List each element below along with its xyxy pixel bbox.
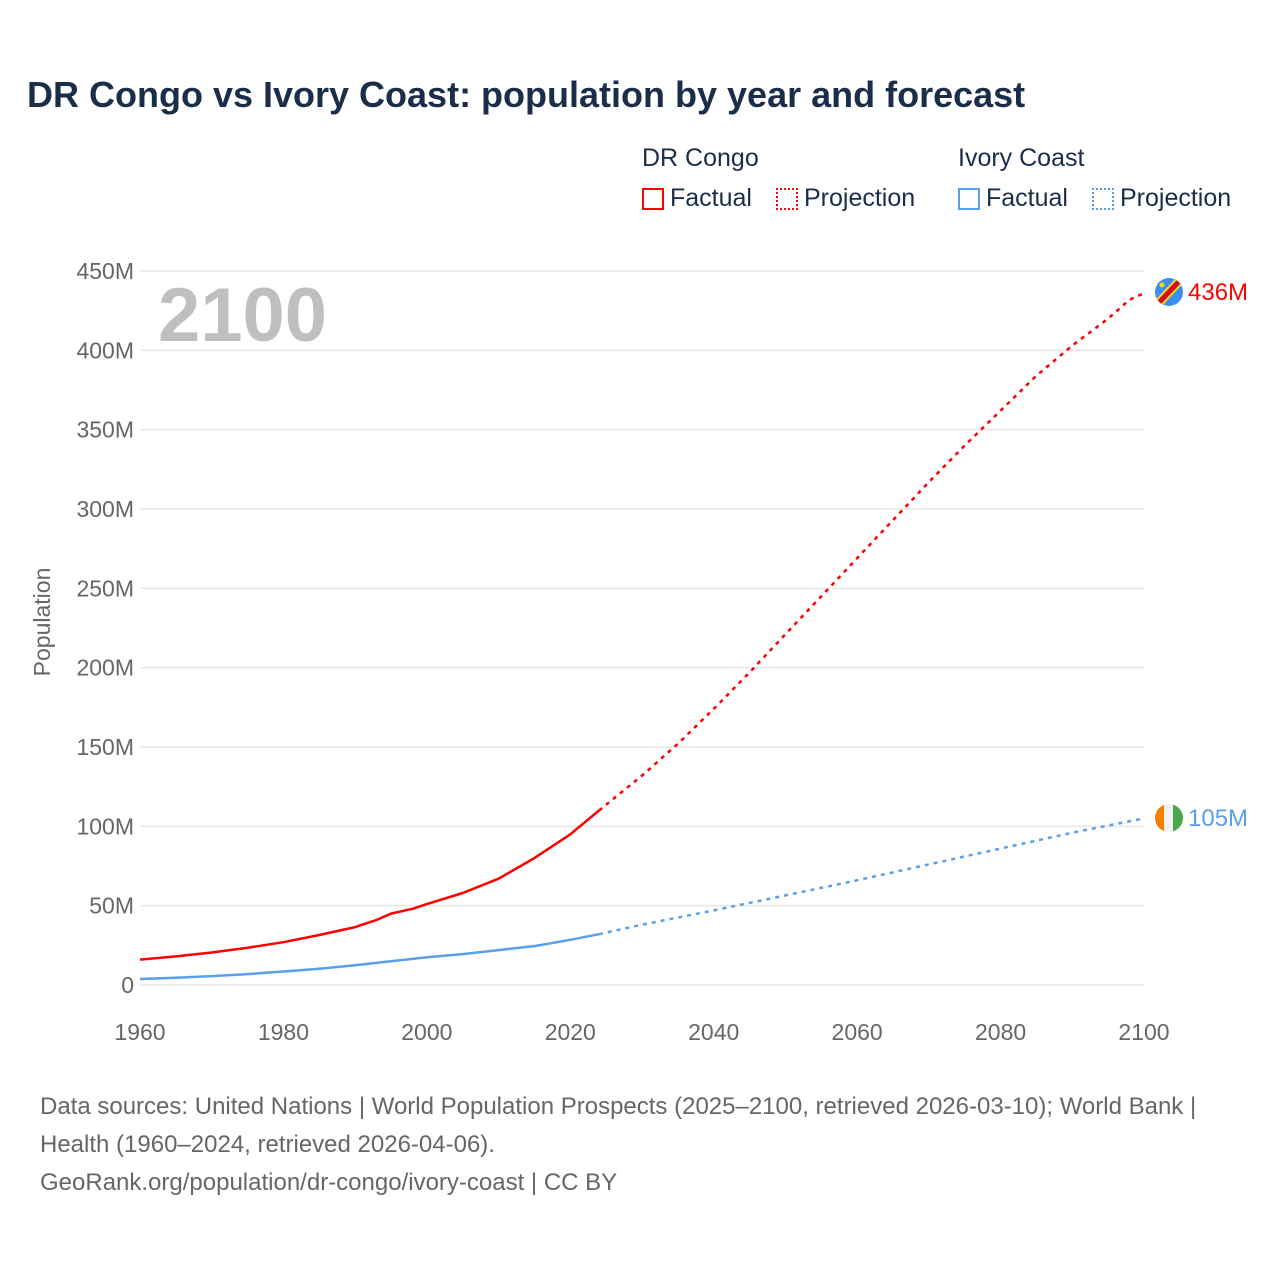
y-tick-label: 300M: [76, 496, 134, 522]
drc-end-label: 436M: [1188, 279, 1248, 306]
ic-end-label: 105M: [1188, 805, 1248, 832]
y-tick-label: 150M: [76, 734, 134, 760]
year-display: 2100: [158, 273, 328, 358]
y-tick-label: 400M: [76, 337, 134, 363]
legend-swatch: [958, 187, 980, 210]
legend-drc-factual[interactable]: Factual: [642, 184, 752, 213]
x-tick-label: 2040: [688, 1019, 739, 1045]
legend-label: Projection: [1120, 184, 1232, 212]
x-tick-label: 2020: [545, 1019, 596, 1045]
legend-swatch: [1092, 187, 1114, 210]
x-tick-label: 2060: [832, 1019, 883, 1045]
legend-label: Factual: [670, 184, 752, 212]
legend-label: Projection: [804, 184, 916, 212]
source-link[interactable]: GeoRank.org/population/dr-congo/ivory-co…: [40, 1169, 618, 1196]
legend-label: Factual: [986, 184, 1068, 212]
y-tick-label: 200M: [76, 655, 134, 681]
x-tick-label: 2000: [401, 1019, 452, 1045]
ivory-coast-factual-line: [139, 932, 600, 981]
legend-swatch: [642, 187, 664, 210]
legend-group-drc: DR Congo: [642, 144, 759, 172]
legend-drc-projection[interactable]: Projection: [776, 184, 915, 213]
y-tick-label: 350M: [76, 417, 134, 443]
x-tick-label: 2080: [975, 1019, 1026, 1045]
legend-ic-projection[interactable]: Projection: [1092, 184, 1231, 213]
ivory-coast-flag-icon: [1155, 804, 1183, 832]
footer: Data sources: United Nations | World Pop…: [40, 1088, 1240, 1202]
chart-title: DR Congo vs Ivory Coast: population by y…: [27, 74, 1026, 115]
drc-factual-line: [139, 809, 600, 961]
y-tick-label: 100M: [76, 813, 134, 839]
x-tick-label: 2100: [1118, 1019, 1169, 1045]
ivory-coast-projection-line: [598, 817, 1145, 936]
y-axis-label: Population: [29, 568, 55, 677]
y-tick-label: 250M: [76, 575, 134, 601]
legend-swatch: [776, 187, 798, 210]
x-tick-label: 1960: [114, 1019, 165, 1045]
data-sources: Data sources: United Nations | World Pop…: [40, 1093, 1197, 1158]
legend-ic-factual[interactable]: Factual: [958, 184, 1068, 213]
drc-flag-icon: [1155, 278, 1183, 306]
y-tick-label: 450M: [76, 258, 134, 284]
legend-group-ivory-coast: Ivory Coast: [958, 144, 1085, 172]
y-tick-label: 0: [121, 972, 134, 998]
x-tick-label: 1980: [258, 1019, 309, 1045]
y-tick-label: 50M: [89, 893, 134, 919]
drc-projection-line: [598, 292, 1145, 812]
